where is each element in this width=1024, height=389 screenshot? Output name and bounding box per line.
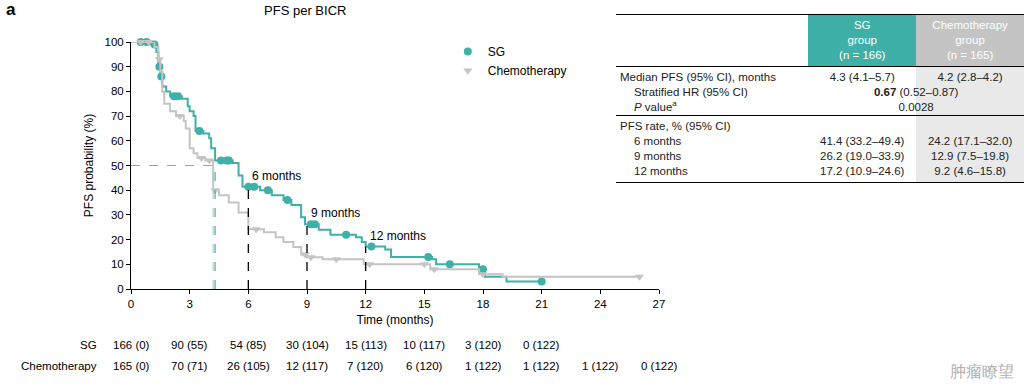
html-text:0.0028: 0.0028 [898,101,934,113]
svg-text:10 (117): 10 (117) [403,339,445,351]
html-text:Stratified HR (95% CI): Stratified HR (95% CI) [634,86,748,98]
html-text:4.3 (4.1–5.7): 4.3 (4.1–5.7) [829,71,895,83]
svg-text:9 months: 9 months [311,206,360,220]
svg-text:PFS per BICR: PFS per BICR [264,3,346,18]
svg-text:0 (122): 0 (122) [523,339,560,351]
svg-text:12 months: 12 months [370,229,426,243]
svg-text:Time (months): Time (months) [357,313,434,327]
svg-text:54 (85): 54 (85) [230,339,267,351]
svg-text:3: 3 [186,298,192,310]
html-text:(n = 166): (n = 166) [839,49,886,61]
html-text:9.2 (4.6–15.8): 9.2 (4.6–15.8) [934,165,1006,177]
html-text:SG: SG [853,19,871,31]
svg-text:21: 21 [535,298,548,310]
svg-text:10: 10 [111,258,124,270]
svg-text:9: 9 [304,298,310,310]
html-text:group: group [955,34,985,46]
svg-text:6 (120): 6 (120) [406,360,443,372]
svg-text:Chemotherapy: Chemotherapy [488,64,567,78]
html-text:17.2 (10.9–24.6): 17.2 (10.9–24.6) [820,165,905,177]
svg-text:6 months: 6 months [252,169,301,183]
html-text:(n = 165): (n = 165) [946,49,994,61]
svg-text:90: 90 [111,61,124,73]
svg-text:20: 20 [111,234,124,246]
html-text:26.2 (19.0–33.9): 26.2 (19.0–33.9) [820,150,905,162]
svg-text:Chemotherapy: Chemotherapy [21,360,97,372]
svg-text:100: 100 [105,36,124,48]
svg-text:PFS probability (%): PFS probability (%) [82,114,96,217]
svg-text:SG: SG [488,45,505,59]
svg-text:70 (71): 70 (71) [171,360,208,372]
html-text:4.2 (2.8–4.2): 4.2 (2.8–4.2) [937,71,1003,83]
svg-text:SG: SG [80,339,97,351]
svg-text:50: 50 [111,160,124,172]
svg-text:1 (122): 1 (122) [582,360,619,372]
html-text:0.67 (0.52–0.87): 0.67 (0.52–0.87) [874,86,959,98]
svg-text:6: 6 [245,298,251,310]
svg-text:90 (55): 90 (55) [171,339,208,351]
svg-text:15: 15 [418,298,431,310]
svg-text:70: 70 [111,110,124,122]
svg-text:27: 27 [653,298,666,310]
svg-text:12: 12 [359,298,372,310]
svg-text:0: 0 [117,283,123,295]
svg-text:3 (120): 3 (120) [465,339,502,351]
svg-text:18: 18 [477,298,490,310]
html-text:9 months: 9 months [634,150,682,162]
svg-text:30: 30 [111,209,124,221]
svg-text:80: 80 [111,85,124,97]
svg-text:12 (117): 12 (117) [286,360,328,372]
svg-text:60: 60 [111,135,124,147]
svg-text:24: 24 [594,298,607,310]
svg-text:15 (113): 15 (113) [345,339,387,351]
svg-text:0 (122): 0 (122) [641,360,678,372]
svg-text:40: 40 [111,184,124,196]
svg-text:30 (104): 30 (104) [286,339,329,351]
svg-text:165 (0): 165 (0) [113,360,150,372]
html-text:6 months: 6 months [634,135,682,147]
html-text:肿瘤瞭望: 肿瘤瞭望 [950,362,1014,381]
svg-text:166 (0): 166 (0) [113,339,150,351]
html-text:PFS rate, % (95% CI): PFS rate, % (95% CI) [620,120,731,132]
svg-text:0: 0 [128,298,134,310]
svg-text:7 (120): 7 (120) [347,360,384,372]
html-text:41.4 (33.2–49.4): 41.4 (33.2–49.4) [820,135,905,147]
svg-text:1 (122): 1 (122) [523,360,560,372]
html-text:12.9 (7.5–19.8): 12.9 (7.5–19.8) [931,150,1010,162]
html-text:P valuea: P valuea [634,99,677,113]
svg-text:1 (122): 1 (122) [465,360,502,372]
html-text:Chemotherapy: Chemotherapy [932,19,1008,31]
html-text:Median PFS (95% CI), months: Median PFS (95% CI), months [620,71,776,83]
html-text:a: a [6,0,16,19]
html-text:12 months: 12 months [634,165,688,177]
html-text:group: group [847,34,877,46]
svg-text:26 (105): 26 (105) [227,360,270,372]
html-text:24.2 (17.1–32.0): 24.2 (17.1–32.0) [927,135,1013,147]
